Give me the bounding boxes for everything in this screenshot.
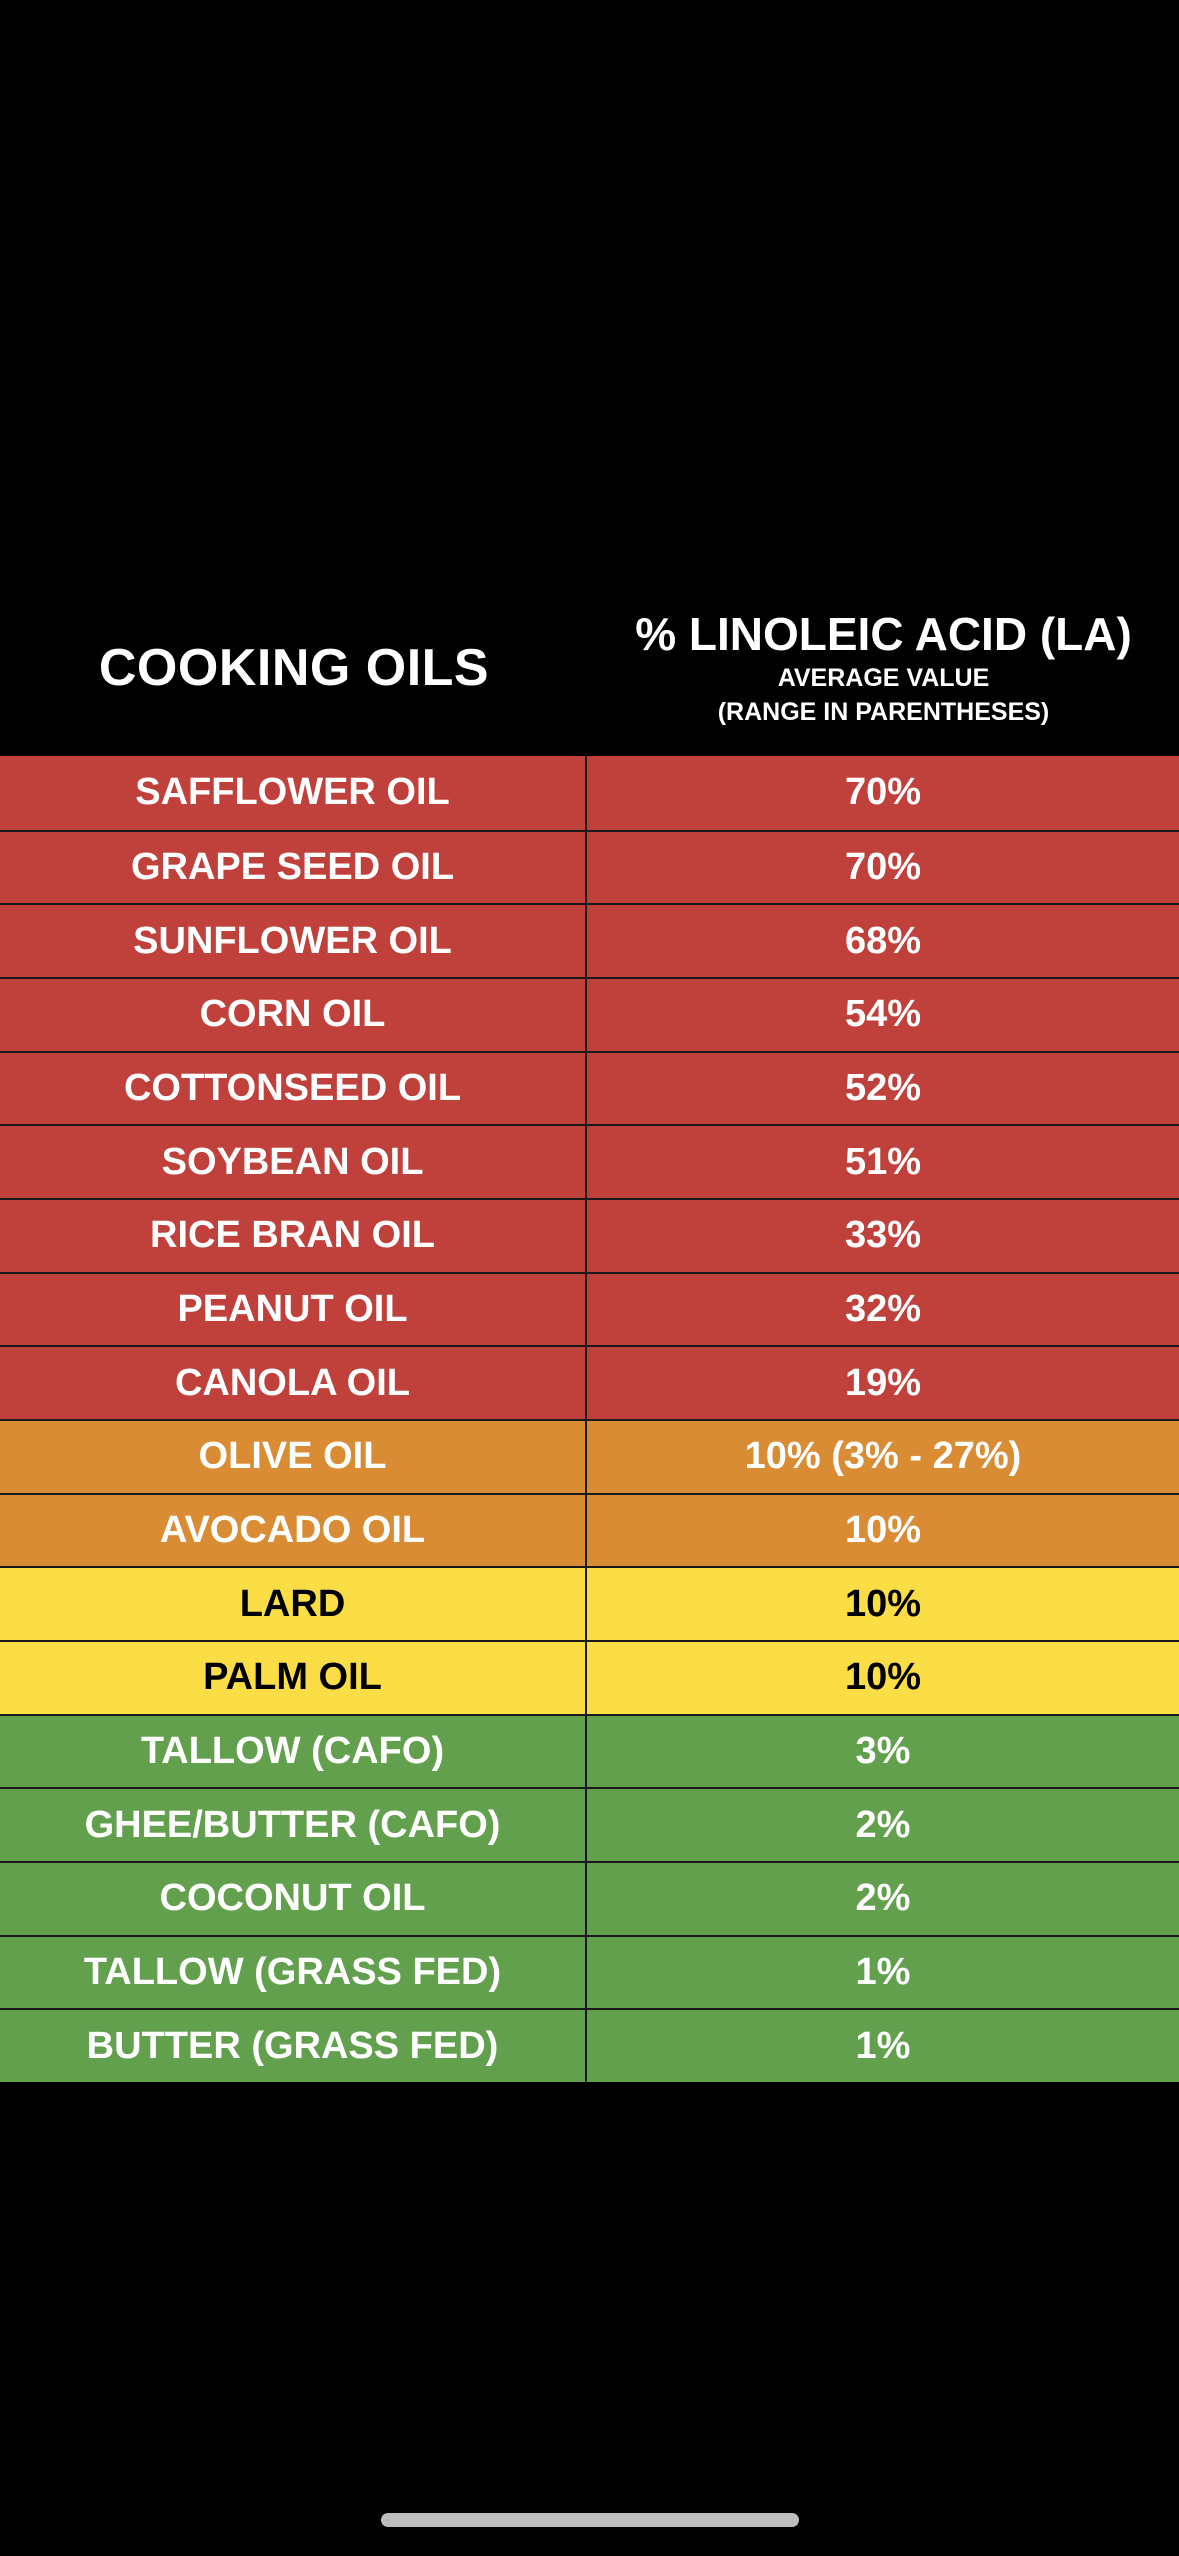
- oil-name-cell: RICE BRAN OIL: [0, 1200, 587, 1272]
- oil-name-cell: PALM OIL: [0, 1642, 587, 1714]
- oil-name-cell: SUNFLOWER OIL: [0, 905, 587, 977]
- table-row: SAFFLOWER OIL 70%: [0, 756, 1179, 830]
- oil-name-cell: GHEE/BUTTER (CAFO): [0, 1789, 587, 1861]
- table-header: COOKING OILS % LINOLEIC ACID (LA) AVERAG…: [0, 580, 1179, 756]
- la-value-cell: 10%: [844, 1508, 922, 1551]
- la-value-cell: 19%: [844, 1361, 922, 1404]
- oil-name-cell: COTTONSEED OIL: [0, 1052, 587, 1125]
- oil-name-cell: SOYBEAN OIL: [0, 1126, 587, 1198]
- la-value-cell: 2%: [855, 1803, 911, 1846]
- oil-name-cell: AVOCADO OIL: [0, 1494, 587, 1567]
- oil-name-cell: PEANUT OIL: [0, 1273, 587, 1346]
- la-value-cell: 1%: [855, 2024, 911, 2067]
- la-value-cell: 68%: [844, 919, 922, 962]
- oil-name-cell: TALLOW (GRASS FED): [0, 1936, 587, 2009]
- table-row: LARD 10%: [0, 1566, 1179, 1640]
- la-value-cell: 32%: [844, 1287, 922, 1330]
- la-value-cell: 70%: [844, 771, 922, 814]
- oil-name-cell: COCONUT OIL: [0, 1863, 587, 1935]
- table-row: OLIVE OIL 10% (3% - 27%): [0, 1419, 1179, 1493]
- table-row: RICE BRAN OIL 33%: [0, 1198, 1179, 1272]
- table-row: SOYBEAN OIL 51%: [0, 1124, 1179, 1198]
- oil-name-cell: SAFFLOWER OIL: [0, 756, 587, 830]
- oil-table: SAFFLOWER OIL 70% GRAPE SEED OIL 70% SUNFLOW…: [0, 756, 1179, 2082]
- table-row: CORN OIL 54%: [0, 977, 1179, 1051]
- column-header-linoleic-acid: % LINOLEIC ACID (LA) AVERAGE VALUE (RANG…: [588, 580, 1179, 756]
- column-header-cooking-oils: COOKING OILS: [98, 639, 490, 697]
- table-row: CANOLA OIL 19%: [0, 1345, 1179, 1419]
- la-value-cell: 10%: [844, 1656, 922, 1699]
- linoleic-acid-title: % LINOLEIC ACID (LA): [635, 608, 1132, 660]
- la-value-cell: 52%: [844, 1066, 922, 1109]
- table-row: GHEE/BUTTER (CAFO) 2%: [0, 1787, 1179, 1861]
- table-row: TALLOW (CAFO) 3%: [0, 1713, 1179, 1788]
- table-row: COCONUT OIL 2%: [0, 1861, 1179, 1935]
- oil-name-cell: CORN OIL: [0, 979, 587, 1051]
- la-value-cell: 10% (3% - 27%): [744, 1435, 1022, 1478]
- oil-name-cell: OLIVE OIL: [0, 1421, 587, 1493]
- home-indicator[interactable]: [381, 2513, 799, 2527]
- table-row: SUNFLOWER OIL 68%: [0, 903, 1179, 977]
- oil-name-cell: TALLOW (CAFO): [0, 1715, 587, 1788]
- oil-name-cell: LARD: [0, 1568, 587, 1640]
- la-value-cell: 2%: [855, 1877, 911, 1920]
- range-note-label: (RANGE IN PARENTHESES): [717, 698, 1050, 726]
- oil-name-cell: BUTTER (GRASS FED): [0, 2010, 587, 2082]
- table-row: AVOCADO OIL 10%: [0, 1492, 1179, 1567]
- la-value-cell: 51%: [844, 1140, 922, 1183]
- la-value-cell: 70%: [844, 845, 922, 888]
- la-value-cell: 1%: [855, 1950, 911, 1993]
- la-value-cell: 54%: [844, 993, 922, 1036]
- table-row: PALM OIL 10%: [0, 1640, 1179, 1714]
- table-row: BUTTER (GRASS FED) 1%: [0, 2008, 1179, 2082]
- la-value-cell: 3%: [855, 1729, 911, 1772]
- la-value-cell: 33%: [844, 1214, 922, 1257]
- table-row: GRAPE SEED OIL 70%: [0, 829, 1179, 904]
- table-row: PEANUT OIL 32%: [0, 1271, 1179, 1346]
- oil-name-cell: CANOLA OIL: [0, 1347, 587, 1419]
- table-row: COTTONSEED OIL 52%: [0, 1050, 1179, 1125]
- average-value-label: AVERAGE VALUE: [777, 664, 990, 692]
- oil-name-cell: GRAPE SEED OIL: [0, 831, 587, 904]
- la-value-cell: 10%: [844, 1582, 922, 1625]
- table-row: TALLOW (GRASS FED) 1%: [0, 1934, 1179, 2009]
